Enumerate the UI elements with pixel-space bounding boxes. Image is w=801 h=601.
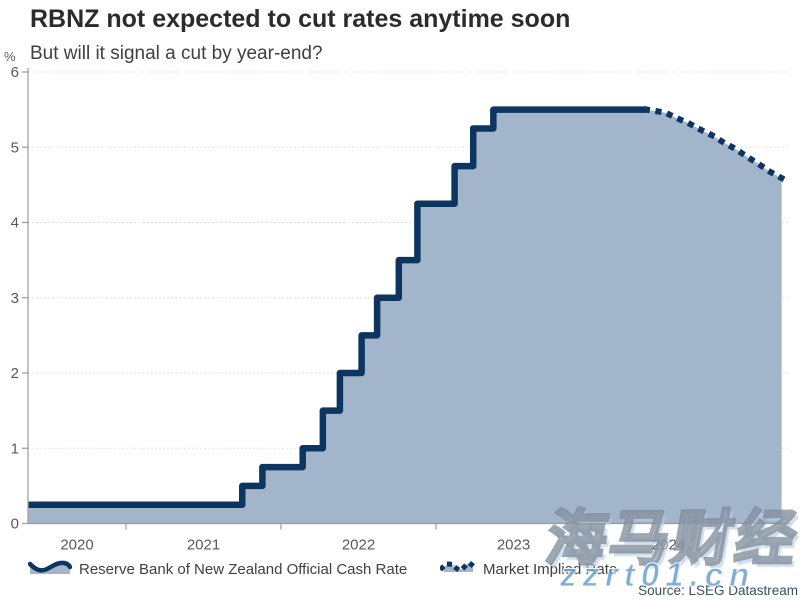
x-axis-tick-label: 2023	[497, 537, 530, 554]
y-axis-tick-label: 5	[11, 139, 19, 156]
y-axis-tick-label: 3	[11, 290, 19, 307]
x-axis-tick-label: 2021	[187, 537, 220, 554]
x-axis-tick-label: 2020	[60, 537, 93, 554]
y-axis-tick-label: 1	[11, 440, 19, 457]
chart-subtitle: But will it signal a cut by year-end?	[30, 43, 323, 64]
legend-item-market-label: Market Implied Rate	[483, 561, 618, 578]
legend-item-ocr-label: Reserve Bank of New Zealand Official Cas…	[79, 561, 408, 578]
y-axis-tick-label: 4	[11, 215, 19, 232]
dotted-line-legend-icon	[438, 558, 478, 581]
y-axis-unit-label: %	[4, 49, 16, 64]
page-title: RBNZ not expected to cut rates anytime s…	[30, 5, 571, 33]
y-axis-tick-label: 0	[11, 516, 19, 533]
y-axis-tick-label: 6	[11, 64, 19, 81]
y-axis-tick-label: 2	[11, 365, 19, 382]
x-axis-tick-label: 2024	[652, 537, 685, 554]
x-axis-tick-label: 2022	[342, 537, 375, 554]
legend-item-market: Market Implied Rate	[438, 558, 618, 581]
legend-item-ocr: Reserve Bank of New Zealand Official Cas…	[27, 558, 408, 581]
area-line-legend-icon	[27, 558, 73, 581]
source-credit: Source: LSEG Datastream	[638, 583, 798, 598]
